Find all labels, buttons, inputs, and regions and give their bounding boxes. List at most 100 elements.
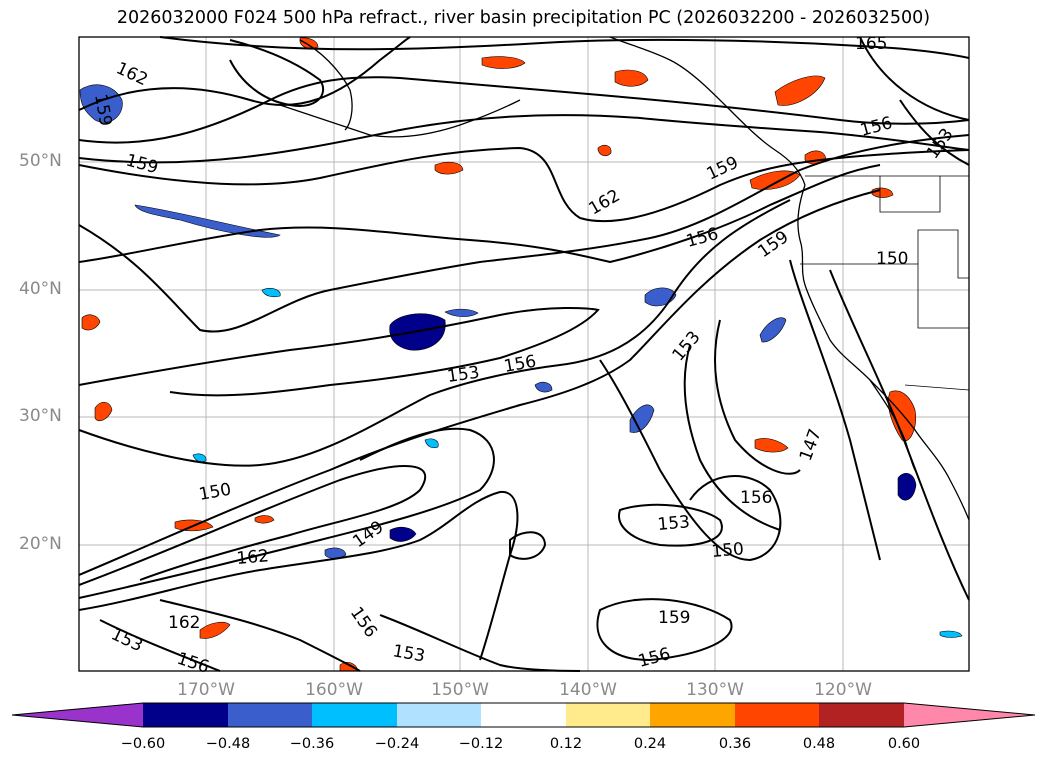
colorbar-outline bbox=[11, 702, 1036, 728]
colorbar bbox=[11, 702, 1036, 728]
border-us-mexico bbox=[904, 384, 970, 391]
colorbar-extend-high bbox=[904, 703, 1035, 727]
colorbar-tick-label: 0.60 bbox=[887, 736, 921, 752]
coastline-alaska-interior bbox=[299, 39, 353, 131]
lon-label-150w: 150°W bbox=[431, 680, 489, 700]
contour-label: 159 bbox=[658, 608, 690, 628]
contour-line bbox=[78, 164, 881, 264]
precip-patches bbox=[79, 37, 963, 672]
precip-patch-positive bbox=[254, 515, 275, 524]
lon-label-160w: 160°W bbox=[305, 680, 363, 700]
colorbar-swatch bbox=[143, 703, 228, 727]
height-contours bbox=[78, 36, 970, 672]
lat-label-40n: 40°N bbox=[19, 279, 62, 299]
contour-line bbox=[99, 619, 221, 672]
contour-line bbox=[509, 531, 547, 560]
coastline-aleutians bbox=[279, 99, 521, 138]
precip-patch-negative bbox=[192, 453, 207, 463]
precip-patch-positive bbox=[888, 390, 916, 442]
contour-label: 153 bbox=[657, 512, 691, 535]
precip-patch-positive bbox=[299, 37, 319, 49]
contour-line bbox=[229, 39, 325, 107]
colorbar-tick-label: −0.24 bbox=[374, 736, 420, 752]
contour-label: 150 bbox=[711, 539, 745, 562]
contour-line bbox=[78, 199, 791, 467]
contour-line bbox=[78, 134, 970, 333]
precip-patch-negative bbox=[444, 308, 479, 317]
coastlines bbox=[279, 36, 970, 521]
contour-line bbox=[859, 36, 970, 121]
precip-patch-positive bbox=[199, 621, 231, 639]
coastline-north-america bbox=[797, 184, 970, 521]
precip-patch-positive bbox=[614, 69, 649, 87]
colorbar-swatch bbox=[228, 703, 312, 727]
colorbar-tick-label: −0.48 bbox=[205, 736, 251, 752]
contour-line bbox=[78, 114, 970, 164]
precip-patch-positive bbox=[754, 438, 789, 453]
contour-label: 165 bbox=[855, 34, 887, 54]
map-title: 2026032000 F024 500 hPa refract., river … bbox=[116, 8, 931, 28]
precip-patch-negative bbox=[534, 381, 553, 393]
colorbar-tick-label: 0.48 bbox=[802, 736, 836, 752]
lon-label-140w: 140°W bbox=[559, 680, 617, 700]
contour-line bbox=[596, 598, 733, 662]
precip-patch-positive bbox=[481, 56, 526, 69]
precip-patch-negative bbox=[759, 317, 787, 343]
borders bbox=[800, 175, 970, 391]
colorbar-swatch bbox=[566, 703, 650, 727]
lon-label-170w: 170°W bbox=[177, 680, 235, 700]
contour-label: 162 bbox=[168, 613, 200, 633]
colorbar-tick-label: −0.36 bbox=[289, 736, 335, 752]
map-frame bbox=[78, 36, 970, 672]
lat-label-50n: 50°N bbox=[19, 151, 62, 171]
precip-patch-negative bbox=[261, 288, 281, 298]
lon-label-120w: 120°W bbox=[814, 680, 872, 700]
precip-patch-positive bbox=[94, 401, 113, 422]
contour-line bbox=[78, 189, 881, 576]
contour-line bbox=[159, 599, 361, 672]
contour-line bbox=[618, 503, 723, 547]
colorbar-tick-label: −0.60 bbox=[120, 736, 166, 752]
colorbar-swatch bbox=[819, 703, 904, 727]
contour-line bbox=[683, 344, 781, 531]
colorbar-swatch bbox=[650, 703, 735, 727]
contour-line bbox=[78, 490, 519, 661]
colorbar-swatch bbox=[312, 703, 397, 727]
coastline-alaska bbox=[609, 36, 806, 186]
lon-label-130w: 130°W bbox=[686, 680, 744, 700]
precip-patch-negative bbox=[389, 526, 417, 542]
precip-patch-negative bbox=[134, 204, 281, 238]
precip-patch-positive bbox=[81, 314, 101, 331]
border-states bbox=[917, 229, 969, 279]
contour-label: 162 bbox=[236, 546, 270, 569]
contour-label: 150 bbox=[876, 249, 908, 269]
contour-label: 153 bbox=[446, 363, 481, 387]
contour-line bbox=[599, 359, 782, 562]
precip-patch-negative bbox=[424, 438, 439, 449]
colorbar-tick-label: 0.36 bbox=[718, 736, 752, 752]
colorbar-tick-label: 0.24 bbox=[633, 736, 667, 752]
coastline-baja bbox=[869, 379, 916, 471]
colorbar-tick-label: −0.12 bbox=[458, 736, 504, 752]
contour-line bbox=[78, 146, 970, 223]
contour-line bbox=[789, 259, 881, 561]
precip-patch-positive bbox=[774, 75, 826, 106]
precip-patch-negative bbox=[939, 630, 963, 638]
contour-line bbox=[159, 36, 970, 59]
border-states bbox=[800, 263, 969, 329]
precip-patch-positive bbox=[434, 161, 464, 175]
contour-line bbox=[714, 319, 801, 475]
precip-patch-negative bbox=[324, 547, 347, 559]
colorbar-extend-low bbox=[12, 703, 143, 727]
contour-line bbox=[78, 427, 495, 599]
contour-label: 156 bbox=[740, 488, 772, 508]
colorbar-tick-label: 0.12 bbox=[549, 736, 583, 752]
precip-patch-positive bbox=[597, 144, 612, 157]
colorbar-swatch bbox=[481, 703, 566, 727]
border-states bbox=[879, 176, 941, 213]
lat-label-20n: 20°N bbox=[19, 534, 62, 554]
lat-label-30n: 30°N bbox=[19, 406, 62, 426]
contour-line bbox=[899, 99, 970, 166]
colorbar-swatch bbox=[397, 703, 481, 727]
